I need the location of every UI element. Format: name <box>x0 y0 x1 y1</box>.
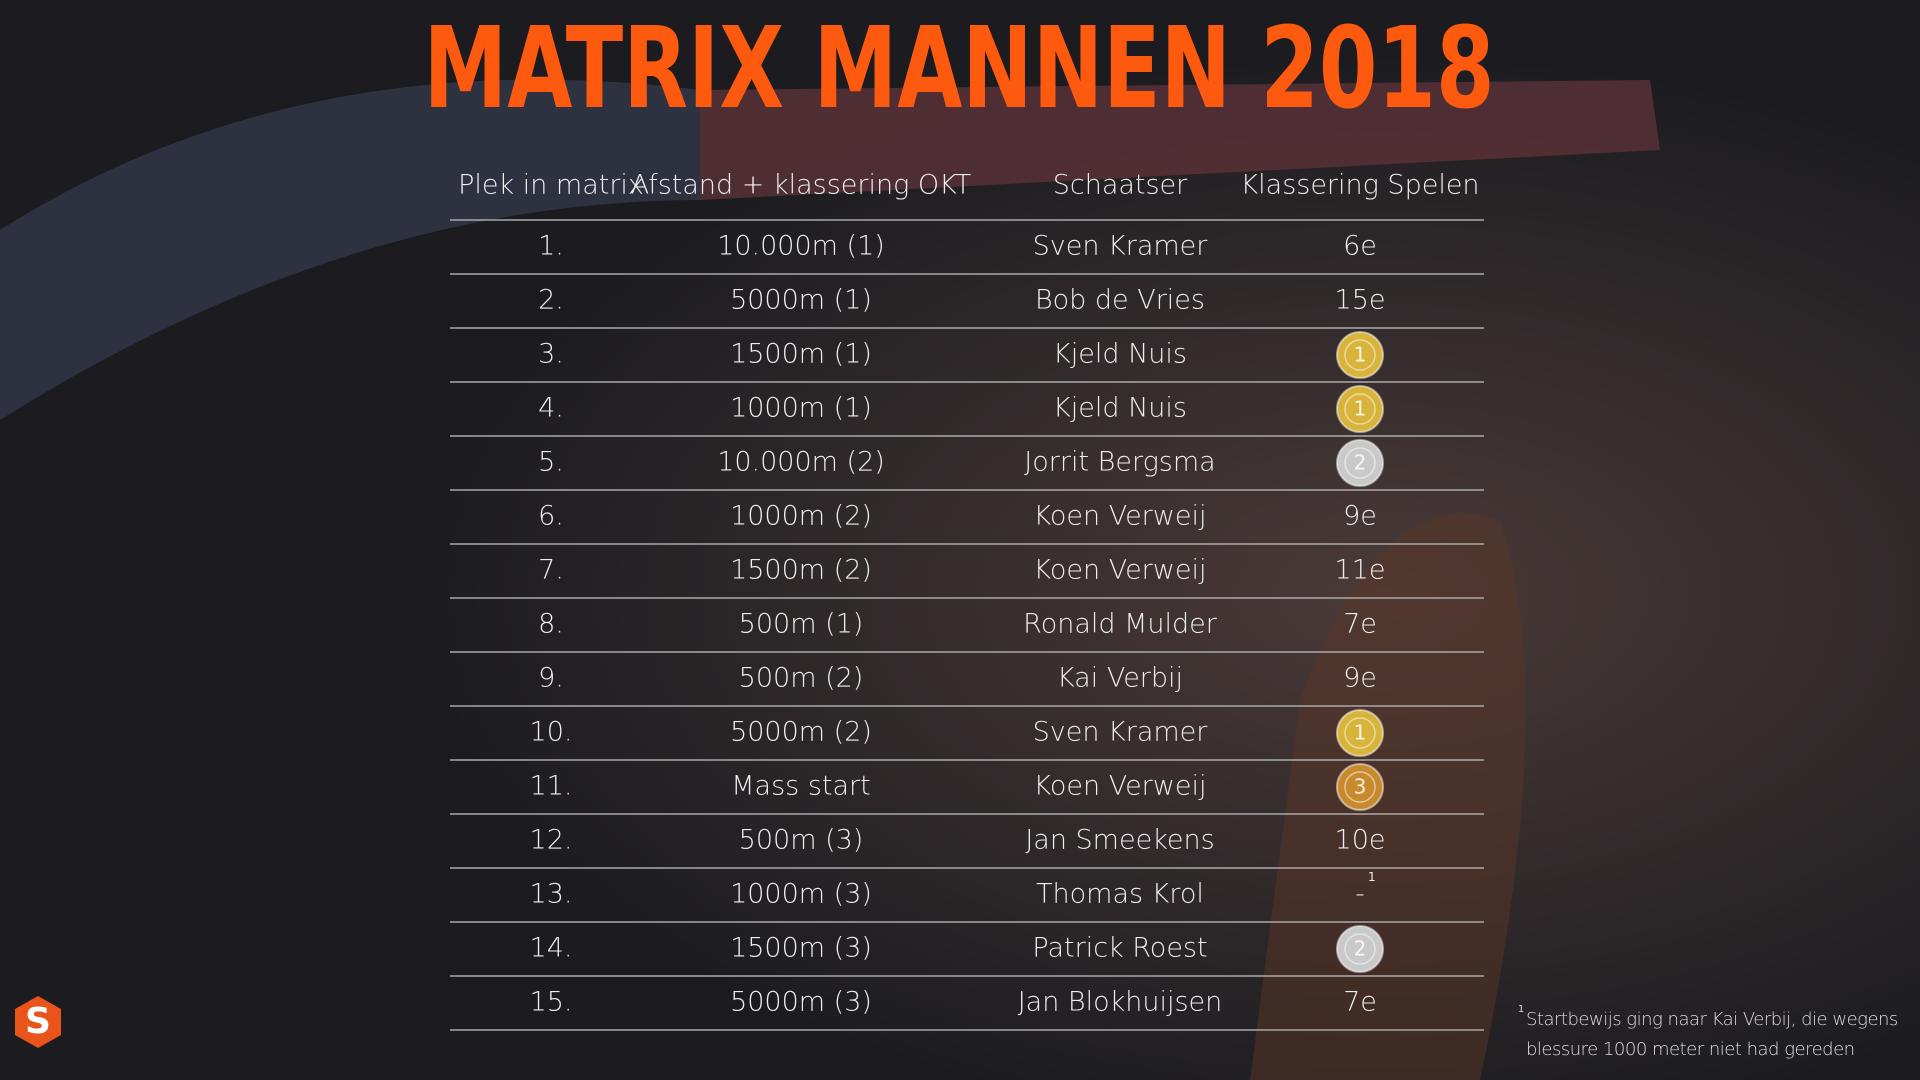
table-cell: 5. <box>538 447 564 478</box>
medal-number: 1 <box>1354 397 1367 421</box>
table-cell: 1500m (3) <box>730 933 872 964</box>
logo-text: S <box>25 1001 51 1042</box>
table-cell: 3. <box>538 339 564 370</box>
table-cell: Sven Kramer <box>1033 231 1209 262</box>
table-cell: Koen Verweij <box>1034 771 1207 802</box>
table-cell: 5000m (1) <box>730 285 872 316</box>
table-cell: 7e <box>1343 609 1377 640</box>
table-cell: 9e <box>1343 501 1377 532</box>
medal-number: 2 <box>1354 451 1367 475</box>
column-header: Klassering Spelen <box>1240 170 1479 201</box>
table-cell: 1000m (2) <box>730 501 872 532</box>
table-cell: 1500m (2) <box>730 555 872 586</box>
table-cell: 15. <box>530 987 573 1018</box>
table-cell: 10. <box>530 717 573 748</box>
table-cell: Sven Kramer <box>1033 717 1209 748</box>
medal-inner <box>1344 339 1376 371</box>
table-cell: Patrick Roest <box>1032 933 1207 964</box>
table-cell: 6e <box>1343 231 1377 262</box>
table-cell: 1000m (1) <box>730 393 872 424</box>
table-cell: 5000m (3) <box>730 987 872 1018</box>
medal-number: 3 <box>1354 775 1367 799</box>
medal-inner <box>1344 933 1376 965</box>
table-cell: 10.000m (1) <box>717 231 885 262</box>
medal-number: 1 <box>1354 721 1367 745</box>
medal <box>1336 439 1384 487</box>
skater-shape <box>1250 513 1526 1080</box>
footnote-mark: 1 <box>1518 1004 1524 1015</box>
footnote: Startbewijs ging naar Kai Verbij, die we… <box>1526 1009 1898 1060</box>
table-cell: 7e <box>1343 987 1377 1018</box>
table-cell: Jan Smeekens <box>1025 825 1214 856</box>
table-cell: Jan Blokhuijsen <box>1018 987 1223 1018</box>
logo-badge <box>15 996 61 1048</box>
table-cell: 500m (2) <box>739 663 864 694</box>
medal <box>1336 709 1384 757</box>
column-header: Afstand + klassering OKT <box>631 170 972 201</box>
table-cell: 6. <box>538 501 564 532</box>
table-cell: 15e <box>1335 285 1386 316</box>
medal-inner <box>1344 717 1376 749</box>
table-cell: Jorrit Bergsma <box>1024 447 1215 478</box>
table-cell: Koen Verweij <box>1034 501 1207 532</box>
table-cell: 500m (3) <box>739 825 864 856</box>
table-cell: 14. <box>530 933 573 964</box>
footnote-box: Startbewijs ging naar Kai Verbij, die we… <box>1526 1009 1898 1060</box>
table-cell: Koen Verweij <box>1034 555 1207 586</box>
medal <box>1336 925 1384 973</box>
medal <box>1336 331 1384 379</box>
table-cell: 9. <box>538 663 564 694</box>
table-cell: 1. <box>538 231 564 262</box>
medal-inner <box>1344 771 1376 803</box>
table-cell: 11e <box>1335 555 1386 586</box>
footnote-ref: 1 <box>1368 870 1376 884</box>
medal-number: 1 <box>1354 343 1367 367</box>
column-header: Plek in matrix <box>458 170 644 201</box>
table-cell: 7. <box>538 555 564 586</box>
logo: S <box>15 996 61 1048</box>
table-cell: 10.000m (2) <box>717 447 885 478</box>
table-cell: 12. <box>530 825 573 856</box>
table-cell: Kjeld Nuis <box>1053 393 1187 424</box>
table-cell: 8. <box>538 609 564 640</box>
table-cell: Mass start <box>731 771 870 802</box>
flag-red <box>700 80 1660 200</box>
medal-number: 2 <box>1354 937 1367 961</box>
table-cell: 4. <box>538 393 564 424</box>
table-cell: 10e <box>1335 825 1386 856</box>
table-cell: 11. <box>530 771 573 802</box>
table-cell: 9e <box>1343 663 1377 694</box>
medal-inner <box>1344 447 1376 479</box>
medal-inner <box>1344 393 1376 425</box>
table-cell: Thomas Krol <box>1036 879 1204 910</box>
table-cell: 1500m (1) <box>730 339 872 370</box>
table-cell: 500m (1) <box>739 609 864 640</box>
table-cell: Kai Verbij <box>1057 663 1183 694</box>
title: MATRIX MANNEN 2018 <box>424 4 1495 134</box>
table-cell: - <box>1355 879 1365 910</box>
table-cell: 5000m (2) <box>730 717 872 748</box>
table-cell: Kjeld Nuis <box>1053 339 1187 370</box>
table-cell: Ronald Mulder <box>1023 609 1218 640</box>
table-cell: 13. <box>530 879 573 910</box>
column-header: Schaatser <box>1053 170 1188 201</box>
table-cell: 1000m (3) <box>730 879 872 910</box>
table-cell: Bob de Vries <box>1035 285 1205 316</box>
medal <box>1336 763 1384 811</box>
table-cell: 2. <box>538 285 564 316</box>
medal <box>1336 385 1384 433</box>
